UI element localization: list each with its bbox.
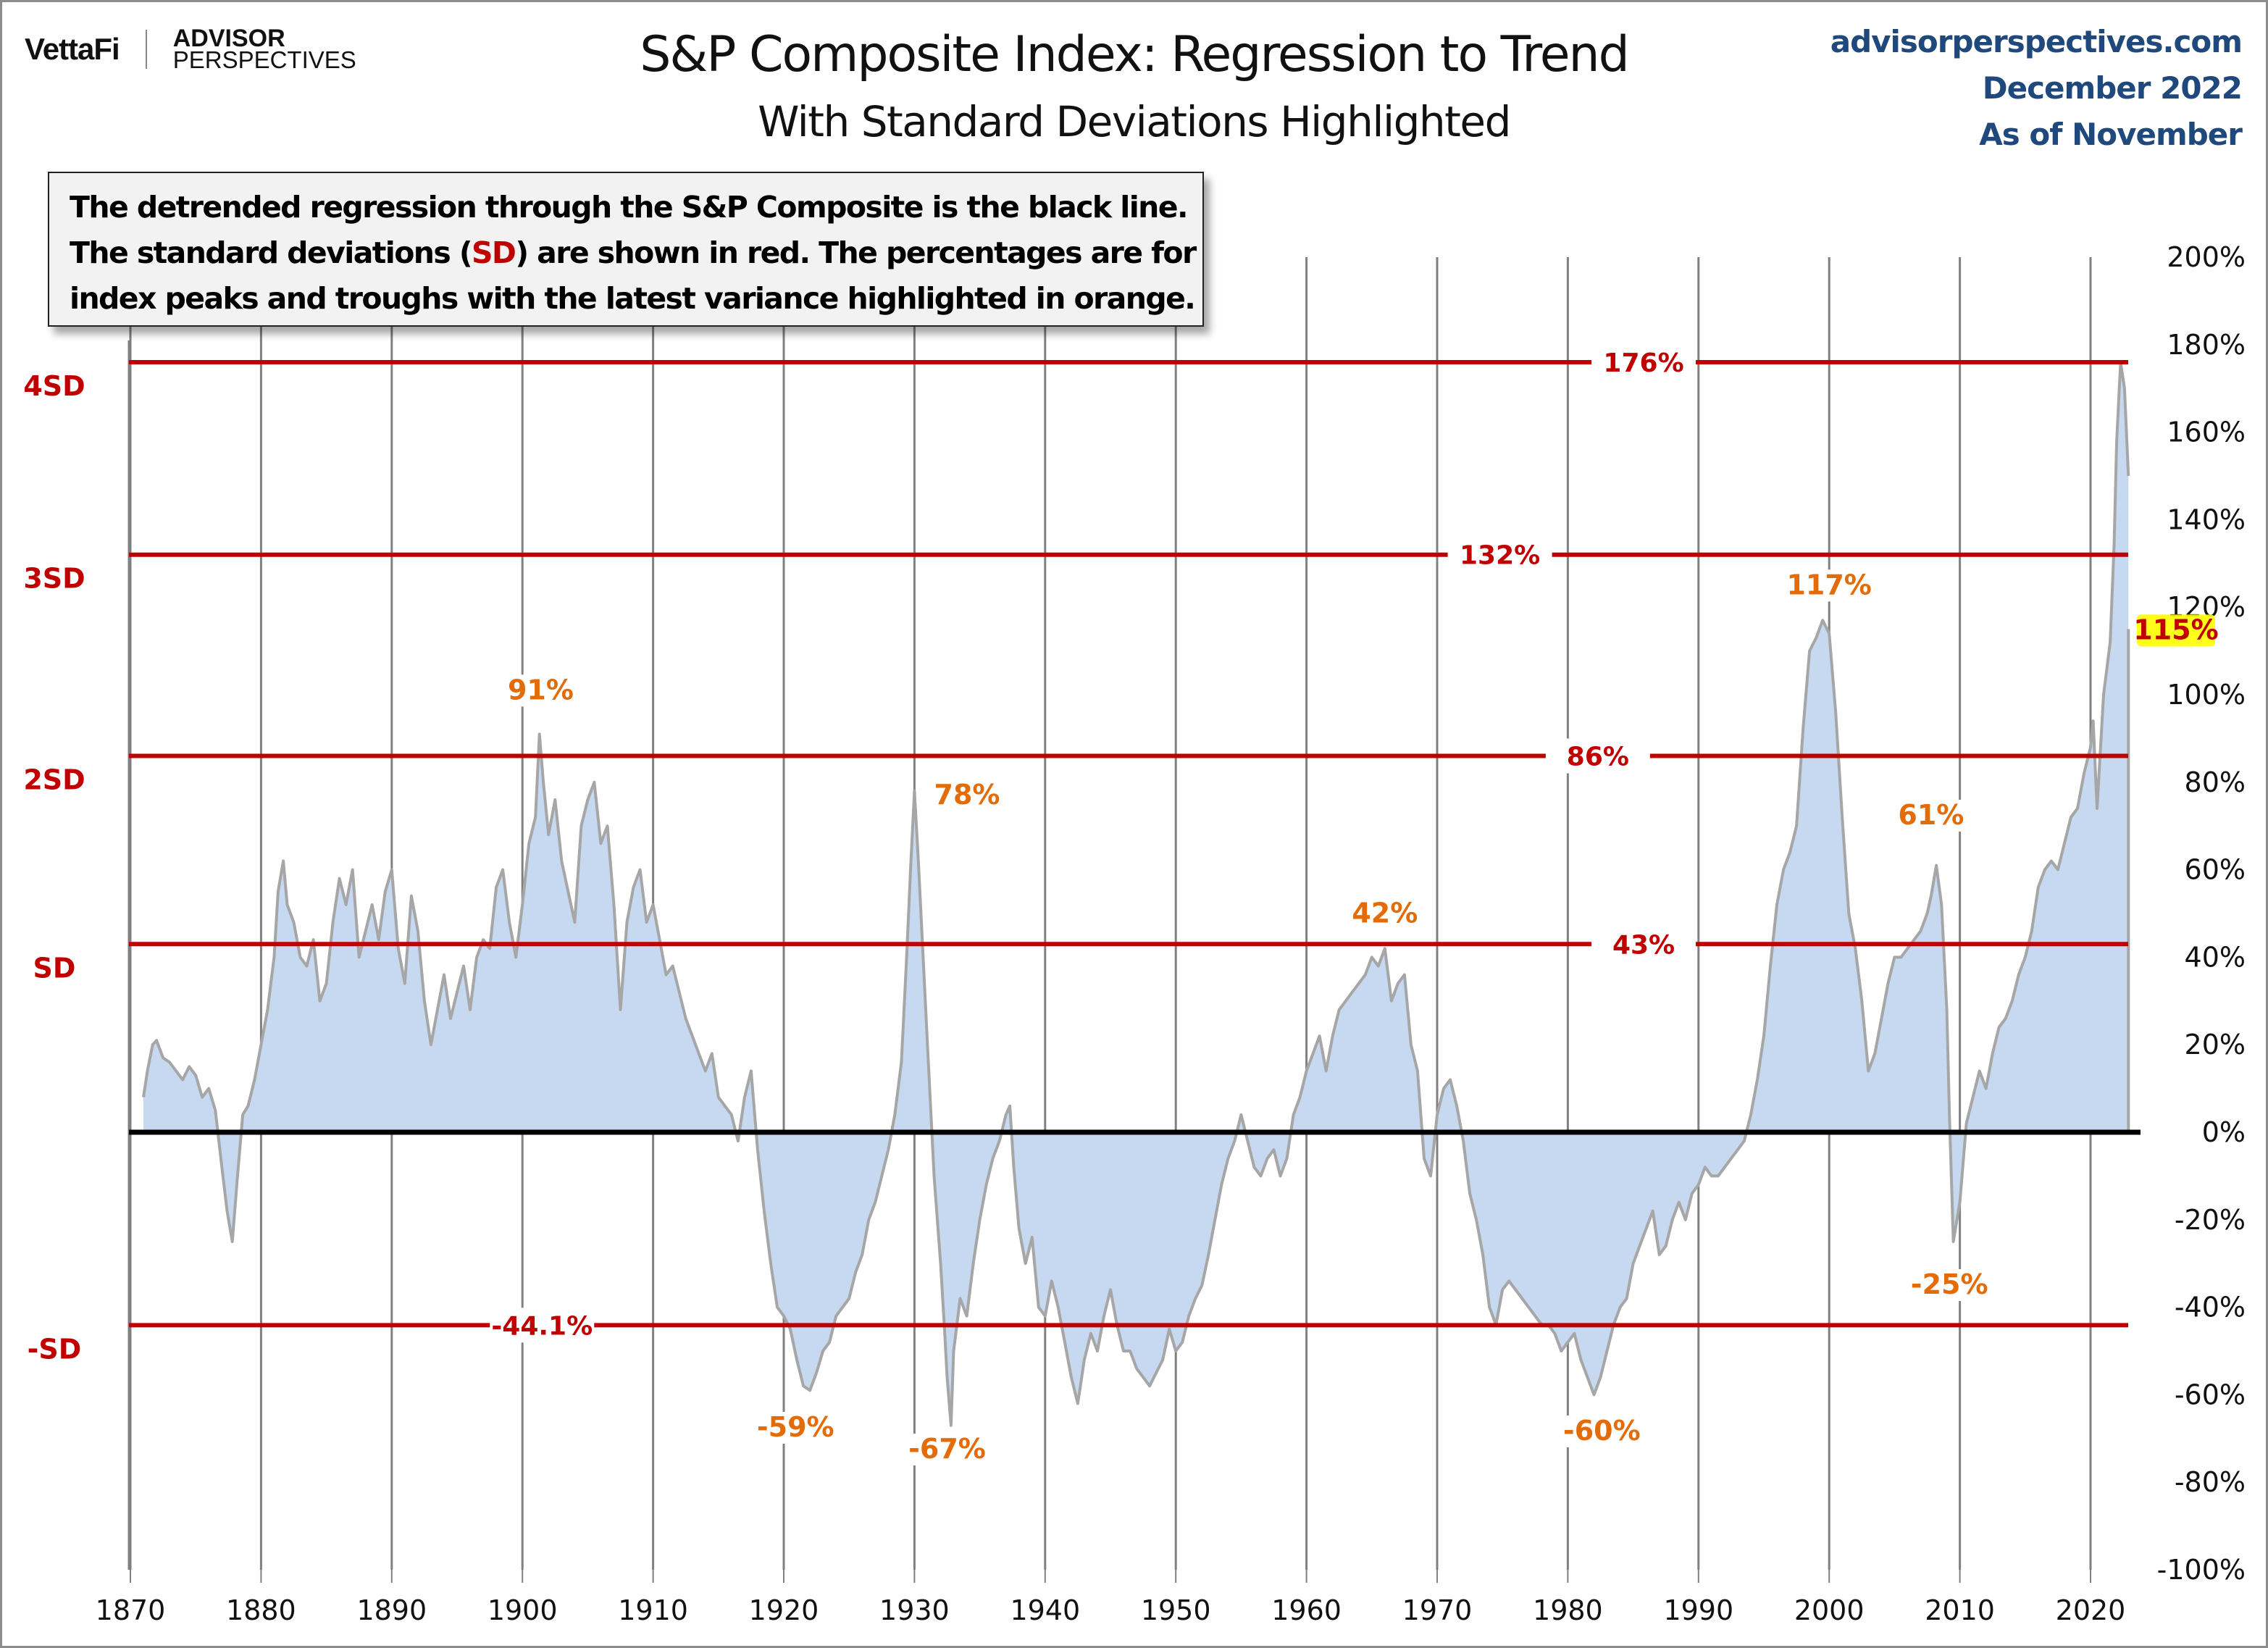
y-tick-label: 160%	[2167, 417, 2246, 448]
x-tick-label: 1990	[1663, 1594, 1733, 1626]
annotation-bg	[1342, 898, 1427, 930]
publish-date: December 2022	[1982, 70, 2243, 106]
y-tick-label: 0%	[2202, 1116, 2246, 1148]
trough-annotation: -25%	[1911, 1268, 1988, 1300]
y-tick-label: 140%	[2167, 503, 2246, 535]
y-tick-label: -60%	[2175, 1379, 2246, 1410]
peak-annotation: 91%	[508, 674, 574, 706]
sd-level-label-2sd: 2SD	[23, 764, 85, 796]
vettafi-logo: VettaFi	[25, 32, 120, 66]
sd-level-label-sd: SD	[33, 952, 76, 984]
note-line-3: index peaks and troughs with the latest …	[70, 281, 1196, 316]
sd-line-value-label: -44.1%	[491, 1311, 593, 1341]
explanation-note: The detrended regression through the S&P…	[48, 172, 1204, 327]
y-tick-label: 60%	[2185, 854, 2246, 886]
sd-line-label-bg	[1447, 537, 1552, 572]
note-line-2: The standard deviations (SD) are shown i…	[70, 230, 1202, 276]
latest-value-group: 115%	[2133, 614, 2219, 647]
logo-line-1: ADVISOR	[172, 25, 285, 52]
vettafi-advisor-perspectives-logo: VettaFi ADVISOR PERSPECTIVES	[25, 26, 356, 72]
annotation-bg	[905, 1434, 989, 1465]
as-of-date: As of November	[1979, 117, 2243, 152]
note-line-2-after: ) are shown in red. The percentages are …	[515, 235, 1197, 270]
sd-line-label-bg	[1591, 344, 1696, 380]
sd-lines: 176% 132% 86% 43% -44.1%	[129, 344, 2128, 1343]
trough-annotation: -59%	[757, 1411, 834, 1443]
y-tick-label: 100%	[2167, 679, 2246, 711]
x-tick-label: 1980	[1533, 1594, 1603, 1626]
advisor-perspectives-logo: ADVISOR PERSPECTIVES	[172, 25, 356, 73]
latest-value-highlight	[2137, 614, 2215, 647]
site-url: advisorperspectives.com	[1830, 24, 2243, 59]
variance-area-fill	[143, 362, 2129, 1426]
x-tick-label: 1940	[1010, 1594, 1080, 1626]
x-tick-label: 1970	[1402, 1594, 1473, 1626]
x-tick-label: 1920	[749, 1594, 819, 1626]
peak-annotation: 117%	[1786, 569, 1871, 601]
x-tick-label: 1930	[879, 1594, 950, 1626]
annotation-bg	[1560, 1415, 1644, 1447]
latest-value-label: 115%	[2133, 614, 2218, 645]
variance-area-outline	[142, 361, 2130, 1427]
annotation-bg	[924, 779, 1009, 811]
peak-annotation: 78%	[934, 779, 1000, 811]
y-axis-ticks: -100% -80% -60% -40% -20% 0% 20% 40% 60% 80% 100% 1…	[2157, 241, 2246, 1586]
x-tick-label: 1880	[226, 1594, 296, 1626]
annotation-bg	[1787, 569, 1872, 602]
annotation-bg	[753, 1412, 838, 1444]
sd-level-label-4sd: 4SD	[23, 370, 85, 402]
x-axis-ticks: 1870 1880 1890 1900 1910 1920 1930 1940 1950 1960…	[96, 1570, 2126, 1626]
sd-line-value-label: 43%	[1612, 930, 1675, 960]
sd-line-label-bg	[1545, 738, 1650, 774]
x-tick-label: 1910	[618, 1594, 688, 1626]
x-tick-label: 1890	[356, 1594, 427, 1626]
chart-subtitle: With Standard Deviations Highlighted	[758, 97, 1511, 146]
y-tick-label: 20%	[2185, 1029, 2246, 1061]
variance-area-series	[142, 361, 2130, 1427]
y-tick-label: -100%	[2157, 1554, 2246, 1586]
x-tick-label: 1870	[96, 1594, 166, 1626]
y-tick-label: -20%	[2175, 1204, 2246, 1236]
sd-line-value-label: 132%	[1460, 541, 1540, 571]
y-tick-label: -40%	[2175, 1292, 2246, 1323]
annotation-bg	[498, 674, 583, 707]
source-block: advisorperspectives.com December 2022 As…	[1830, 19, 2243, 158]
chart-title: S&P Composite Index: Regression to Trend	[640, 26, 1630, 83]
note-sd-highlight: SD	[471, 235, 516, 270]
sd-level-labels: 4SD 3SD 2SD SD -SD	[23, 370, 85, 1365]
trough-annotation: -60%	[1563, 1415, 1641, 1447]
peak-annotation: 61%	[1898, 799, 1964, 831]
x-tick-label: 1950	[1141, 1594, 1211, 1626]
annotation-bg	[1907, 1269, 1992, 1301]
annotation-bg	[1888, 800, 1973, 832]
peak-annotation: 42%	[1352, 897, 1418, 929]
sd-line-label-bg	[1591, 927, 1696, 962]
sd-line-value-label: 176%	[1603, 348, 1683, 378]
y-tick-label: 180%	[2167, 329, 2246, 361]
trough-annotation: -67%	[908, 1433, 986, 1465]
x-tick-label: 2010	[1925, 1594, 1995, 1626]
y-tick-label: 40%	[2185, 941, 2246, 973]
y-tick-label: 200%	[2167, 241, 2246, 273]
note-line-2-before: The standard deviations (	[70, 235, 473, 270]
sd-level-label--sd: -SD	[28, 1333, 82, 1365]
sd-level-label-3sd: 3SD	[23, 563, 85, 595]
x-tick-label: 1900	[488, 1594, 558, 1626]
y-tick-label: -80%	[2175, 1466, 2246, 1498]
vertical-gridlines	[127, 257, 2092, 1570]
note-line-1: The detrended regression through the S&P…	[70, 190, 1189, 225]
x-tick-label: 2000	[1794, 1594, 1865, 1626]
x-tick-label: 2020	[2056, 1594, 2126, 1626]
y-tick-label: 80%	[2185, 766, 2246, 798]
sd-line-value-label: 86%	[1567, 743, 1629, 772]
peak-trough-annotations: 91% 78% -59% -67% 42% -60% 117% 61% -25%	[498, 569, 1992, 1465]
logo-divider	[145, 30, 147, 69]
logo-line-2: PERSPECTIVES	[172, 46, 356, 73]
sd-line-label-bg	[490, 1308, 595, 1343]
x-tick-label: 1960	[1271, 1594, 1342, 1626]
